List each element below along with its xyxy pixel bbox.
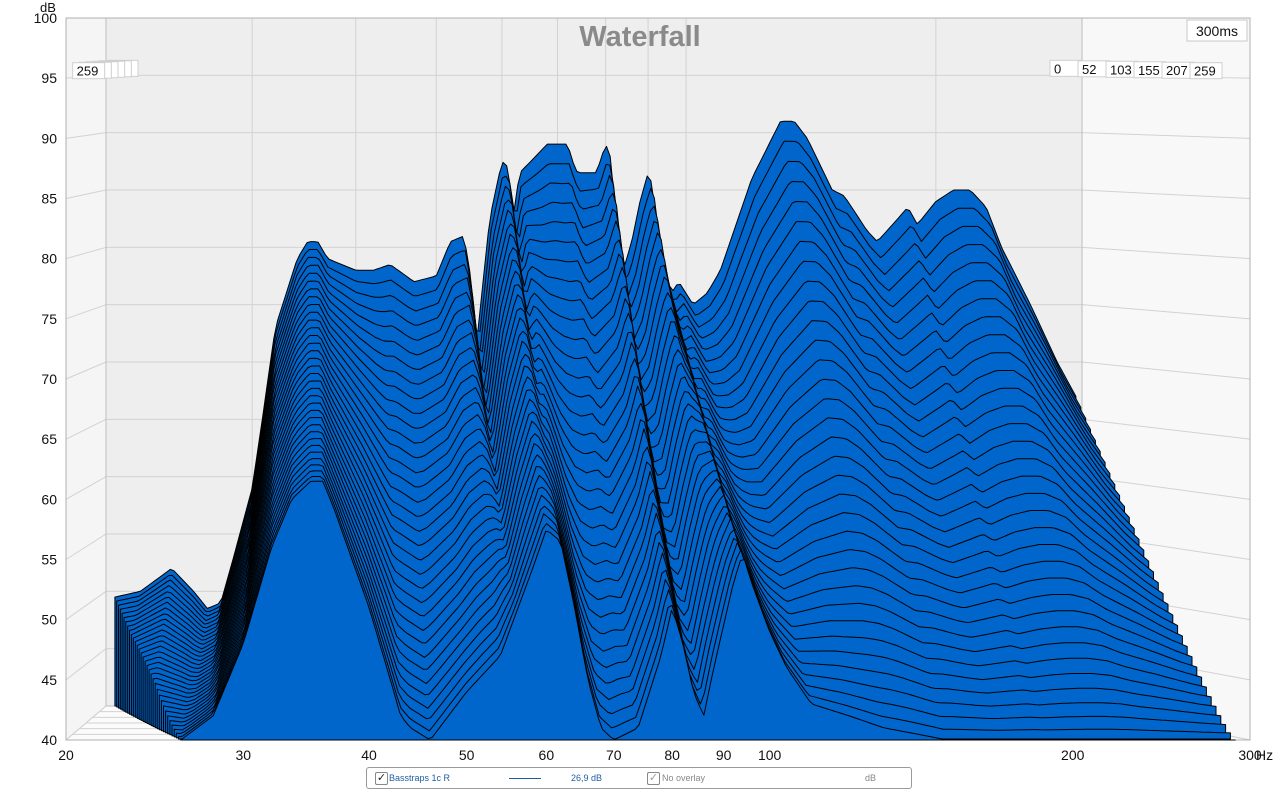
grid-line-left-wall — [65, 189, 107, 199]
x-tick-label: 70 — [606, 747, 622, 763]
time-slice-label-right: 259 — [1189, 62, 1223, 80]
series-line-swatch — [509, 778, 541, 779]
time-slice-label-box — [72, 62, 106, 80]
time-slice-label-right: 155 — [1133, 61, 1167, 79]
time-window-label: 300ms — [1196, 23, 1238, 39]
time-slice-label-text: 103 — [1110, 62, 1132, 77]
time-slice-label-text: 207 — [1166, 63, 1188, 78]
time-slice-label-right: 207 — [1161, 61, 1195, 79]
y-tick-label: 60 — [41, 491, 57, 507]
y-tick-label: 85 — [41, 191, 57, 207]
y-tick-label: 75 — [41, 311, 57, 327]
overlay-checkbox[interactable]: ✓ — [647, 772, 660, 785]
legend-bar: ✓ Basstraps 1c R 26,9 dB ✓ No overlay dB — [366, 767, 912, 789]
y-tick-label: 80 — [41, 251, 57, 267]
waterfall-slices — [114, 120, 1236, 741]
overlay-label[interactable]: No overlay — [662, 773, 706, 783]
time-slice-label-text: 259 — [1194, 64, 1216, 79]
x-tick-label: 30 — [235, 747, 251, 763]
y-tick-label: 40 — [41, 732, 57, 748]
grid-line-left-wall — [65, 246, 107, 260]
y-tick-label: 95 — [41, 70, 57, 86]
x-tick-label: 40 — [361, 747, 377, 763]
grid-line-left-wall — [65, 590, 107, 621]
grid-line-left-wall — [65, 648, 107, 681]
time-slice-label-text: 0 — [1054, 61, 1061, 76]
series-label[interactable]: Basstraps 1c R — [389, 773, 451, 783]
grid-line-left-wall — [65, 132, 107, 139]
y-tick-label: 100 — [34, 10, 58, 26]
grid-line-left-wall — [65, 533, 107, 560]
x-tick-label: 60 — [539, 747, 555, 763]
time-slice-label-right: 0 — [1049, 59, 1083, 77]
grid-line-right-wall — [1081, 361, 1251, 380]
x-tick-label: 50 — [459, 747, 475, 763]
x-tick-label: 20 — [58, 747, 74, 763]
x-tick-label: 200 — [1061, 747, 1085, 763]
time-slice-label-right: 103 — [1105, 60, 1139, 78]
series-value: 26,9 dB — [571, 773, 603, 783]
grid-line-left-wall — [65, 304, 107, 320]
grid-line-left-wall — [65, 418, 107, 440]
waterfall-slice — [167, 444, 1207, 735]
left-wall — [66, 18, 106, 740]
grid-line-right-wall — [1081, 189, 1251, 199]
grid-line-right-wall — [1081, 132, 1251, 139]
x-tick-label: 90 — [716, 747, 732, 763]
x-axis-unit: Hz — [1256, 747, 1273, 763]
y-tick-label: 70 — [41, 371, 57, 387]
grid-line-left-wall — [65, 361, 107, 380]
chart-title: Waterfall — [579, 21, 700, 53]
x-tick-label: 100 — [758, 747, 782, 763]
time-window-badge: 300ms — [1186, 19, 1248, 42]
grid-line-right-wall — [1081, 304, 1251, 320]
time-slice-label-text: 52 — [1082, 62, 1096, 77]
overlay-unit: dB — [865, 773, 877, 783]
y-tick-label: 90 — [41, 130, 57, 146]
time-slice-label-box — [1189, 62, 1223, 80]
time-slice-label-right: 52 — [1077, 60, 1111, 78]
waterfall-slice — [180, 480, 1236, 741]
time-slice-label-left: 259 — [72, 62, 106, 80]
grid-line-right-wall — [1081, 246, 1251, 260]
time-slice-label-text: 155 — [1138, 63, 1160, 78]
time-slice-label-text: 259 — [77, 64, 99, 79]
chart-axes: 0052521031031551552072072592591009590858… — [34, 10, 1262, 763]
series-checkbox[interactable]: ✓ — [375, 772, 388, 785]
y-tick-label: 50 — [41, 612, 57, 628]
y-axis-unit: dB — [40, 0, 56, 15]
x-tick-label: 300 — [1238, 747, 1262, 763]
grid-line-left-wall — [65, 476, 107, 500]
y-tick-label: 55 — [41, 552, 57, 568]
x-tick-label: 80 — [664, 747, 680, 763]
grid-line-right-wall — [1081, 418, 1251, 440]
y-tick-label: 45 — [41, 672, 57, 688]
y-tick-label: 65 — [41, 431, 57, 447]
